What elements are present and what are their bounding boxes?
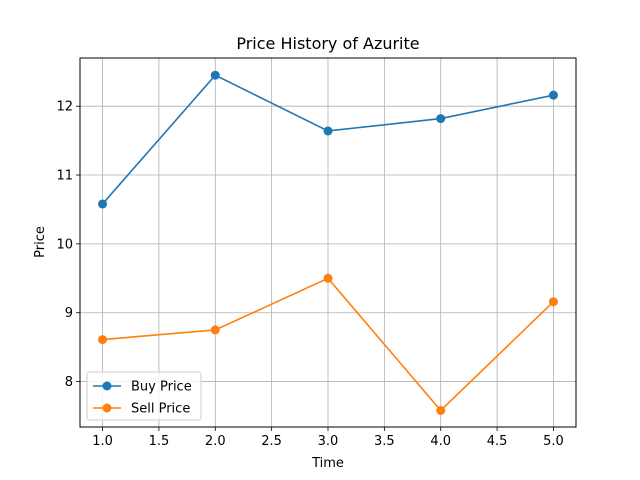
legend-marker-buy-price xyxy=(102,381,112,391)
y-tick-label: 10 xyxy=(56,237,73,252)
y-tick-label: 9 xyxy=(65,306,73,321)
y-tick-label: 8 xyxy=(65,375,73,390)
buy-price-point xyxy=(323,126,333,136)
x-axis-title: Time xyxy=(311,456,344,471)
y-tick-label: 12 xyxy=(56,100,73,115)
buy-price-point xyxy=(98,199,108,209)
buy-price-point xyxy=(210,70,220,80)
x-tick-label: 2.0 xyxy=(205,434,226,449)
sell-price-point xyxy=(323,273,333,283)
legend: Buy Price Sell Price xyxy=(86,371,202,421)
y-axis-title: Price xyxy=(33,226,48,258)
sell-price-point xyxy=(98,335,108,345)
buy-price-point xyxy=(548,90,558,100)
x-tick-label: 4.0 xyxy=(430,434,451,449)
legend-marker-sell-price xyxy=(102,403,112,413)
x-tick-label: 2.5 xyxy=(261,434,282,449)
x-tick-label: 5.0 xyxy=(543,434,564,449)
x-tick-label: 3.0 xyxy=(318,434,339,449)
axis-ticks: 1.0 1.5 2.0 2.5 3.0 3.5 4.0 4.5 5.0 8 9 10 11 12 xyxy=(56,100,563,449)
sell-price-point xyxy=(210,325,220,335)
grid-lines xyxy=(80,58,576,427)
y-tick-label: 11 xyxy=(56,169,73,184)
legend-label-buy-price: Buy Price xyxy=(131,380,192,395)
chart-title: Price History of Azurite xyxy=(236,34,419,53)
sell-price-point xyxy=(548,297,558,307)
x-tick-label: 3.5 xyxy=(374,434,395,449)
buy-price-point xyxy=(436,114,446,124)
x-tick-label: 1.5 xyxy=(149,434,170,449)
legend-label-sell-price: Sell Price xyxy=(131,402,190,417)
data-series xyxy=(98,70,558,415)
x-tick-label: 1.0 xyxy=(92,434,113,449)
sell-price-point xyxy=(436,405,446,415)
x-tick-label: 4.5 xyxy=(487,434,508,449)
